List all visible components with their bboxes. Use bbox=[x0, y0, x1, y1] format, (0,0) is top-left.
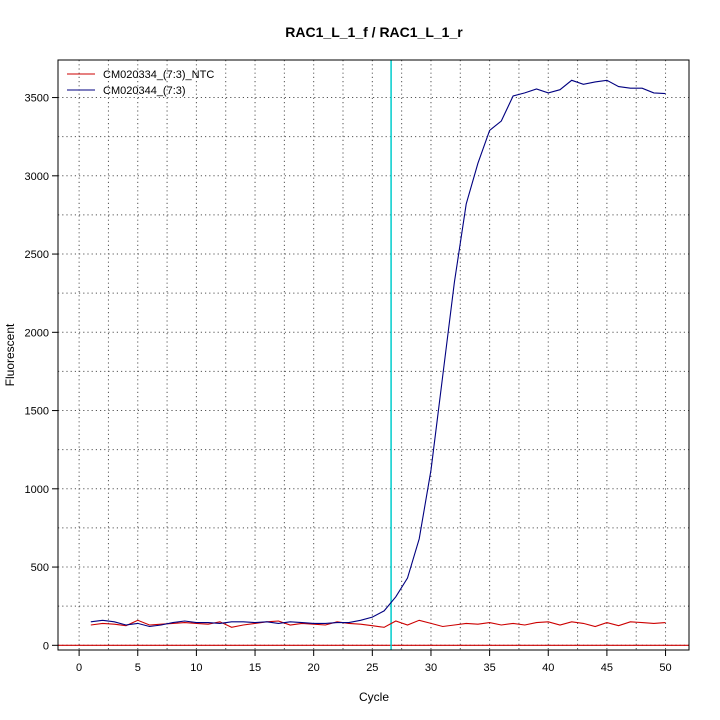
series-line-2 bbox=[90, 79, 666, 628]
y-axis-label: Fluorescent bbox=[3, 323, 17, 386]
y-tick-label: 2000 bbox=[25, 327, 49, 339]
legend: CM020334_(7:3)_NTC CM020344_(7:3) bbox=[67, 69, 214, 97]
y-tick-label: 2500 bbox=[25, 249, 49, 261]
x-tick-label: 40 bbox=[542, 662, 554, 674]
plot-frame bbox=[57, 59, 690, 651]
y-axis: 0 500 1000 1500 2000 2500 3000 3500 bbox=[25, 93, 58, 652]
series-line-1 bbox=[90, 619, 666, 628]
x-tick-label: 15 bbox=[249, 662, 261, 674]
x-tick-label: 20 bbox=[308, 662, 320, 674]
y-tick-label: 0 bbox=[43, 640, 49, 652]
x-axis: 0 5 10 15 20 25 30 35 40 45 50 bbox=[76, 650, 672, 674]
x-tick-label: 25 bbox=[366, 662, 378, 674]
plot-marks bbox=[58, 60, 689, 650]
legend-label: CM020344_(7:3) bbox=[103, 85, 186, 97]
x-tick-label: 50 bbox=[659, 662, 671, 674]
y-tick-label: 1500 bbox=[25, 406, 49, 418]
x-tick-label: 0 bbox=[76, 662, 82, 674]
x-tick-label: 35 bbox=[483, 662, 495, 674]
legend-label: CM020334_(7:3)_NTC bbox=[103, 69, 214, 81]
grid bbox=[58, 60, 689, 650]
x-tick-label: 5 bbox=[135, 662, 141, 674]
x-tick-label: 30 bbox=[425, 662, 437, 674]
y-tick-label: 3000 bbox=[25, 171, 49, 183]
x-tick-label: 45 bbox=[601, 662, 613, 674]
y-tick-label: 500 bbox=[31, 562, 49, 574]
x-tick-label: 10 bbox=[190, 662, 202, 674]
y-tick-label: 3500 bbox=[25, 93, 49, 105]
y-tick-label: 1000 bbox=[25, 484, 49, 496]
x-axis-label: Cycle bbox=[359, 690, 389, 704]
chart-title: RAC1_L_1_f / RAC1_L_1_r bbox=[285, 24, 463, 40]
